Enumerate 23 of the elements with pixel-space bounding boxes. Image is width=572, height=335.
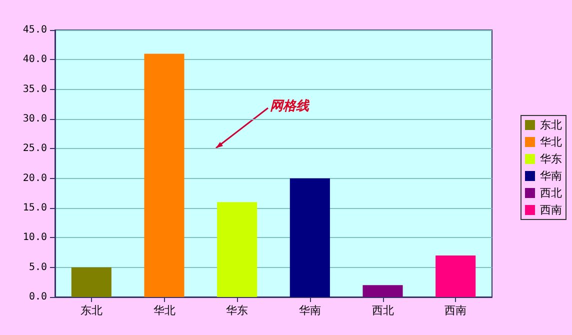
legend-label: 西北 [540,186,562,200]
x-tick-label: 西北 [372,304,394,317]
legend-label: 东北 [540,118,562,132]
y-tick-label: 45.0 [22,24,47,36]
y-tick-label: 30.0 [22,114,47,124]
x-tick-label: 东北 [80,304,102,317]
y-tick-label: 20.0 [22,172,47,184]
y-tick-label: 10.0 [22,232,47,244]
x-tick-label: 华北 [153,304,176,317]
legend-label: 华南 [540,170,562,182]
legend-label: 西南 [540,204,562,216]
x-tick-label: 西南 [444,304,467,317]
x-tick-label: 华东 [226,304,248,317]
y-tick-label: 15.0 [22,202,47,214]
y-tick-label: 0.0 [28,292,47,302]
annotation: 网格线 [270,99,310,114]
legend-label: 华北 [540,136,562,148]
y-tick-label: 25.0 [22,143,47,154]
y-tick-label: 40.0 [22,54,47,66]
legend-label: 华东 [540,152,562,166]
x-tick-label: 华南 [298,304,321,317]
y-tick-label: 5.0 [28,262,47,273]
y-tick-label: 35.0 [22,84,47,95]
